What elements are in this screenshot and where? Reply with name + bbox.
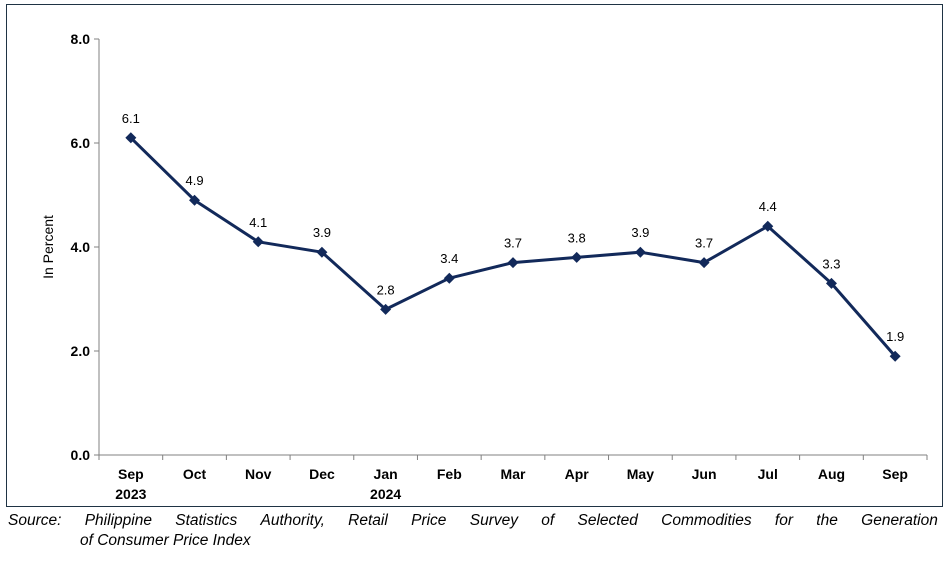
y-tick-label: 2.0 [71, 343, 91, 359]
data-label: 3.4 [440, 251, 458, 266]
series-line [125, 132, 901, 362]
data-label: 1.9 [886, 329, 904, 344]
data-label: 2.8 [377, 282, 395, 297]
data-point-marker [252, 236, 264, 248]
data-label: 6.1 [122, 111, 140, 126]
x-tick-label: 2024 [370, 486, 401, 502]
source-word: Selected [577, 512, 638, 529]
x-tick-label: Jan [374, 466, 398, 482]
x-tick-label: May [627, 466, 654, 482]
source-word: Commodities [661, 512, 752, 529]
y-tick-label: 4.0 [71, 239, 91, 255]
data-point-marker [316, 246, 328, 258]
x-tick-label: Oct [183, 466, 207, 482]
x-tick-label: Nov [245, 466, 272, 482]
x-tick-label: 2023 [115, 486, 146, 502]
data-label: 3.3 [822, 256, 840, 271]
source-word: of [541, 512, 555, 529]
data-point-marker [380, 303, 392, 315]
axes: 0.0 2.0 4.0 6.0 8.0 Sep 2023 Oct Nov Dec Jan 2024 Fe… [40, 31, 928, 502]
data-point-marker [125, 132, 137, 144]
source-word: for [774, 512, 793, 529]
source-line-2: of Consumer Price Index [80, 532, 251, 549]
data-point-marker [571, 251, 583, 263]
data-point-marker [825, 277, 837, 289]
data-point-marker [443, 272, 455, 284]
x-tick-label: Dec [309, 466, 335, 482]
source-word: Generation [861, 512, 938, 529]
x-tick-label: Jun [692, 466, 717, 482]
data-point-marker [889, 350, 901, 362]
labels: 6.1 4.9 4.1 3.9 2.8 3.4 3.7 3.8 3.9 3.7 4.4 3.3 1.9 [122, 111, 904, 344]
y-tick-label: 6.0 [71, 135, 91, 151]
x-tick-label: Aug [818, 466, 845, 482]
chart-frame: 0.0 2.0 4.0 6.0 8.0 Sep 2023 Oct Nov Dec Jan 2024 Fe… [6, 4, 943, 507]
y-tick-label: 8.0 [71, 31, 91, 47]
source-word: the [816, 512, 838, 529]
x-tick-label: Apr [565, 466, 590, 482]
source-line-1: Source: Philippine Statistics Authority, Ret… [8, 511, 938, 531]
data-label: 3.9 [631, 225, 649, 240]
y-axis-title: In Percent [40, 215, 56, 279]
data-point-marker [698, 257, 710, 269]
x-tick-label: Sep [882, 466, 908, 482]
data-point-marker [762, 220, 774, 232]
source-word: Survey [469, 512, 518, 529]
data-label: 3.7 [695, 236, 713, 251]
source-word: Authority, [260, 512, 325, 529]
source-word: Price [411, 512, 447, 529]
data-label: 4.4 [759, 199, 777, 214]
source-word: Statistics [175, 512, 238, 529]
data-point-marker [507, 257, 519, 269]
data-label: 4.9 [185, 173, 203, 188]
data-label: 3.9 [313, 225, 331, 240]
data-label: 4.1 [249, 215, 267, 230]
x-tick-label: Jul [758, 466, 778, 482]
data-point-marker [634, 246, 646, 258]
source-word: Source: [8, 512, 62, 529]
source-word: Philippine [84, 512, 152, 529]
data-label: 3.8 [568, 230, 586, 245]
x-tick-label: Sep [118, 466, 144, 482]
data-point-marker [189, 194, 201, 206]
x-tick-label: Feb [437, 466, 462, 482]
data-label: 3.7 [504, 236, 522, 251]
source-word: Retail [348, 512, 388, 529]
y-tick-label: 0.0 [71, 447, 91, 463]
x-tick-label: Mar [501, 466, 526, 482]
line-chart: 0.0 2.0 4.0 6.0 8.0 Sep 2023 Oct Nov Dec Jan 2024 Fe… [40, 31, 928, 502]
source-note: Source: Philippine Statistics Authority, Ret… [8, 511, 938, 551]
